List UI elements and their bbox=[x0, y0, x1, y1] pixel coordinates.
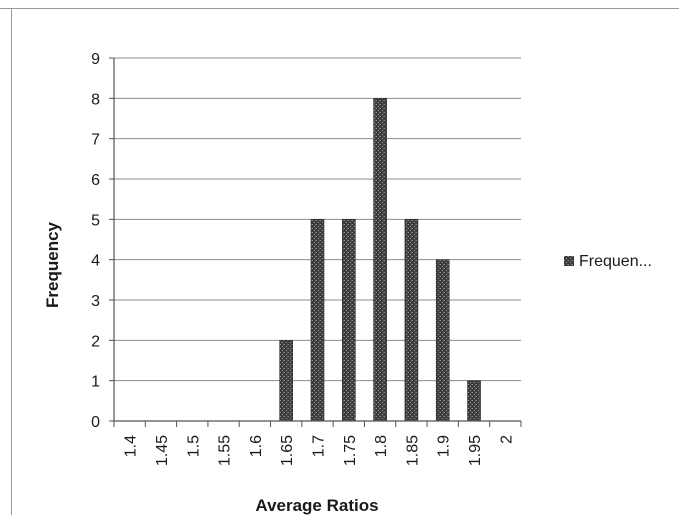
y-tick-label: 3 bbox=[91, 293, 100, 310]
y-tick-label: 1 bbox=[91, 374, 100, 391]
x-axis-title: Average Ratios bbox=[255, 496, 378, 515]
axes bbox=[109, 57, 522, 427]
x-tick-labels: 1.4 1.45 1.5 1.55 1.6 1.65 1.7 1.75 1.8 1.85 1.9 1.… bbox=[123, 435, 516, 466]
x-tick-label: 1.7 bbox=[311, 435, 328, 457]
x-tick-label: 1.55 bbox=[217, 435, 234, 466]
x-tick-label: 1.5 bbox=[185, 435, 202, 457]
x-tick-label: 1.95 bbox=[467, 435, 484, 466]
y-tick-label: 8 bbox=[91, 91, 100, 108]
y-tick-label: 0 bbox=[91, 414, 100, 431]
bar bbox=[373, 98, 387, 422]
x-tick-label: 1.85 bbox=[404, 435, 421, 466]
top-border bbox=[0, 8, 679, 9]
bar bbox=[310, 219, 325, 422]
y-tick-label: 2 bbox=[91, 333, 100, 350]
bar bbox=[435, 259, 450, 422]
x-tick-label: 1.9 bbox=[436, 435, 453, 457]
bar bbox=[279, 340, 293, 422]
x-tick-label: 1.4 bbox=[123, 435, 140, 457]
y-tick-labels: 0 1 2 3 4 5 6 7 8 9 bbox=[91, 51, 100, 431]
x-tick-label: 1.6 bbox=[248, 435, 265, 457]
x-tick-label: 1.65 bbox=[279, 435, 296, 466]
legend-label: Frequen... bbox=[579, 253, 652, 270]
y-tick-label: 4 bbox=[91, 253, 100, 270]
y-tick-label: 6 bbox=[91, 172, 100, 189]
y-tick-label: 9 bbox=[91, 51, 100, 68]
x-tick-label: 2 bbox=[498, 435, 515, 444]
legend: Frequen... bbox=[564, 253, 652, 270]
y-tick-label: 7 bbox=[91, 132, 100, 149]
bar bbox=[404, 219, 419, 422]
y-tick-label: 5 bbox=[91, 212, 100, 229]
bars bbox=[279, 98, 481, 422]
x-tick-label: 1.75 bbox=[342, 435, 359, 466]
left-border bbox=[11, 8, 12, 515]
y-axis-title: Frequency bbox=[43, 221, 62, 308]
x-tick-label: 1.8 bbox=[373, 435, 390, 457]
bar bbox=[342, 219, 356, 422]
bar bbox=[467, 380, 481, 422]
x-tick-label: 1.45 bbox=[154, 435, 171, 466]
legend-swatch bbox=[564, 256, 574, 266]
